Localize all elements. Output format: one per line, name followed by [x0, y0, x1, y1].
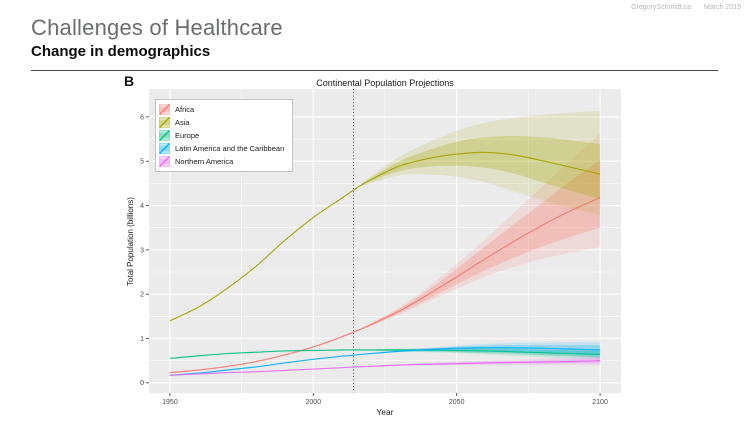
page-title: Challenges of Healthcare [31, 15, 283, 40]
x-tick-label: 2100 [592, 399, 608, 406]
chart-title: Continental Population Projections [316, 78, 454, 88]
legend-swatch-northern-america-icon [159, 156, 170, 167]
series-northern-america [169, 355, 601, 376]
legend-item-label: Europe [175, 131, 200, 140]
site-credit: GregorySchmidt.ca [631, 4, 692, 11]
series-africa [169, 133, 601, 374]
y-tick-label: 0 [140, 380, 144, 387]
band-95-asia [169, 110, 601, 321]
legend-item-label: Africa [175, 105, 195, 114]
legend-item-asia: Asia [159, 116, 284, 129]
y-tick-label: 3 [140, 247, 144, 254]
legend: Africa Asia Europe Latin America and the Ca… [155, 99, 294, 172]
median-line-europe [169, 349, 601, 359]
legend-item-label: Northern America [175, 157, 234, 166]
legend-item-africa: Africa [159, 103, 284, 116]
median-line-africa [169, 197, 601, 374]
x-tick-label: 1950 [162, 399, 178, 406]
legend-item-northern-america: Northern America [159, 155, 284, 168]
legend-swatch-latin-america-and-the-caribbean-icon [159, 143, 170, 154]
legend-item-label: Asia [175, 118, 190, 127]
chart-area: B Continental Population Projections 195… [122, 73, 638, 422]
median-line-latin-america-and-the-caribbean [169, 347, 601, 376]
y-tick-label: 5 [140, 159, 144, 166]
y-tick-label: 6 [140, 114, 144, 121]
legend-item-europe: Europe [159, 129, 284, 142]
date-label: March 2019 [704, 4, 741, 11]
y-tick-label: 1 [140, 336, 144, 343]
legend-swatch-europe-icon [159, 130, 170, 141]
x-tick-label: 2050 [449, 399, 465, 406]
legend-item-latin-america-and-the-caribbean: Latin America and the Caribbean [159, 142, 284, 155]
figure-panel-label: B [124, 73, 135, 89]
y-axis-title: Total Population (billions) [125, 196, 135, 286]
legend-item-label: Latin America and the Caribbean [175, 144, 285, 153]
legend-swatch-africa-icon [159, 104, 170, 115]
band-95-africa [169, 133, 601, 373]
y-tick-label: 4 [140, 203, 144, 210]
x-tick-label: 2000 [306, 399, 322, 406]
divider [31, 70, 718, 71]
axes: 1950 2000 2050 2100 0 1 2 3 4 5 6 [140, 114, 608, 406]
y-tick-label: 2 [140, 292, 144, 299]
series-asia [169, 110, 601, 322]
series-europe [169, 347, 601, 360]
median-line-northern-america [169, 360, 601, 376]
x-axis-title: Year [376, 407, 394, 417]
legend-swatch-asia-icon [159, 117, 170, 128]
population-projection-chart: 1950 2000 2050 2100 0 1 2 3 4 5 6 [140, 89, 621, 406]
credit-line: GregorySchmidt.ca March 2019 [631, 4, 741, 11]
band-95-latin-america-and-the-caribbean [169, 341, 601, 376]
median-line-asia [169, 151, 601, 322]
page-subtitle: Change in demographics [31, 43, 211, 60]
series-latin-america-and-the-caribbean [169, 341, 601, 376]
